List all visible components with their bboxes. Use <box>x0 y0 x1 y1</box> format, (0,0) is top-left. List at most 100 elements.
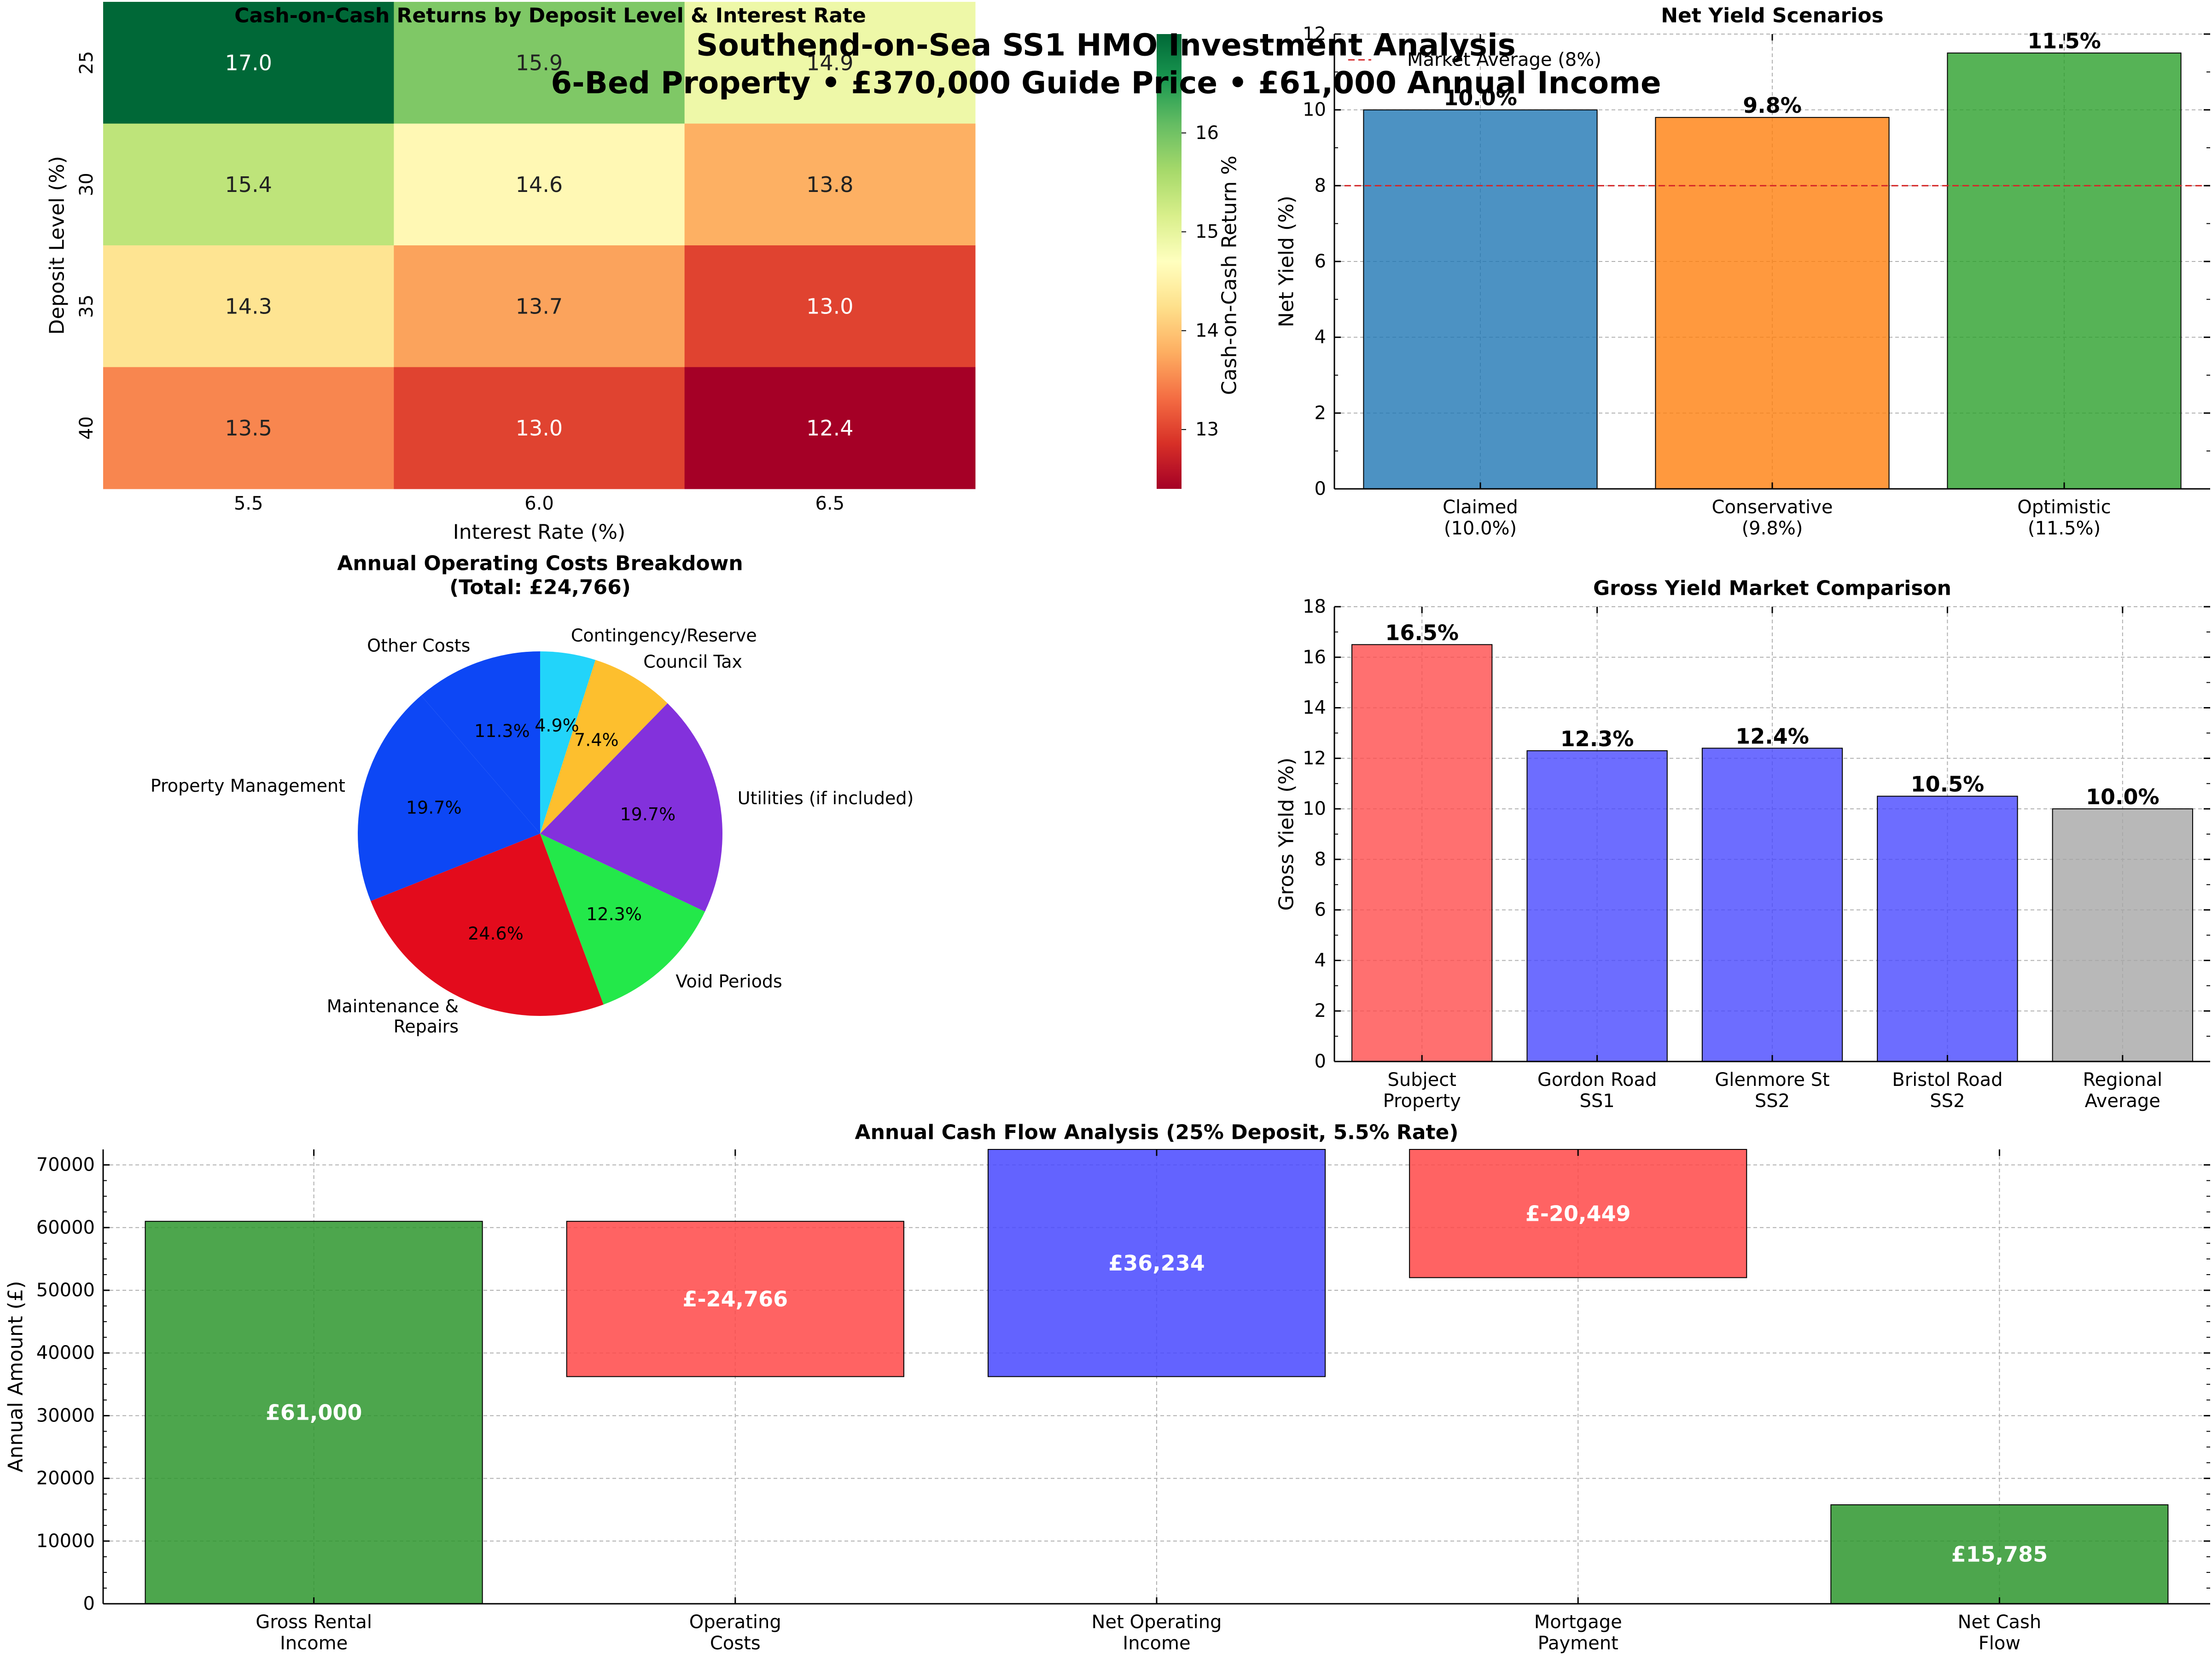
costs-pie-slice <box>540 651 596 834</box>
heatmap-x-tick-label: 6.5 <box>815 493 845 514</box>
cashflow-y-tick-label: 20000 <box>36 1468 95 1489</box>
suptitle-line-2: 6-Bed Property • £370,000 Guide Price • … <box>551 65 1661 101</box>
gross_yield-y-tick-label: 6 <box>1315 899 1326 921</box>
gross_yield-bar <box>1526 750 1668 1062</box>
gross_yield-y-tick-label: 14 <box>1303 697 1326 719</box>
heatmap-y-axis-label: Deposit Level (%) <box>46 156 69 335</box>
heatmap-cell <box>394 367 685 489</box>
heatmap-cell <box>103 367 394 489</box>
costs-pie-slice <box>540 703 722 912</box>
colorbar-tick-label: 16 <box>1195 122 1219 144</box>
cashflow-y-tick-label: 10000 <box>36 1531 95 1552</box>
cashflow-value-label: £-24,766 <box>682 1287 788 1311</box>
heatmap-cell <box>684 123 976 246</box>
net_yield-value-label: 9.8% <box>1743 93 1802 118</box>
heatmap-x-tick-label: 6.0 <box>524 493 554 514</box>
cashflow-x-tick-label-3-line-0: Mortgage <box>1534 1612 1622 1633</box>
heatmap-cell-label: 14.6 <box>516 172 563 197</box>
colorbar <box>1157 34 1182 489</box>
gross_yield-x-tick-label-0-line-0: Subject <box>1387 1069 1456 1091</box>
cashflow-bar <box>566 1221 904 1377</box>
gross_yield-y-tick-label: 4 <box>1315 950 1326 971</box>
costs-pie-slice <box>358 695 540 901</box>
cashflow-x-tick-label-4-line-1: Flow <box>1979 1633 2020 1654</box>
gross_yield-x-tick-label-3-line-0: Bristol Road <box>1892 1069 2002 1091</box>
costs-slice-label-2-line-0: Maintenance & <box>327 996 459 1016</box>
colorbar-label: Cash-on-Cash Return % <box>1218 156 1241 395</box>
suptitle-line-1: Southend-on-Sea SS1 HMO Investment Analy… <box>696 28 1516 63</box>
cashflow-value-label: £36,234 <box>1108 1251 1205 1276</box>
costs-slice-percent: 7.4% <box>574 730 619 750</box>
cashflow-bar <box>145 1221 483 1604</box>
net_yield-bar <box>1947 52 2182 489</box>
gross_yield-value-label: 10.5% <box>1911 772 1985 797</box>
costs-pie-slice <box>540 660 668 834</box>
gross_yield-x-tick-label-4-line-1: Average <box>2085 1091 2160 1112</box>
cashflow-y-tick-label: 30000 <box>36 1405 95 1426</box>
cashflow-bar <box>987 1149 1326 1377</box>
costs-subtitle: (Total: £24,766) <box>449 576 631 599</box>
heatmap-cell-label: 13.8 <box>806 172 853 197</box>
cashflow-y-tick-label: 70000 <box>36 1154 95 1176</box>
heatmap-y-tick-label: 35 <box>76 295 97 318</box>
gross_yield-value-label: 12.3% <box>1560 726 1634 751</box>
colorbar-tick-label: 15 <box>1195 221 1219 243</box>
net_yield-bar <box>1363 109 1598 489</box>
heatmap-cell-label: 12.4 <box>806 416 853 441</box>
gross_yield-y-axis-label: Gross Yield (%) <box>1275 758 1298 911</box>
gross_yield-y-tick-label: 10 <box>1303 798 1326 819</box>
heatmap-cell-label: 13.7 <box>516 294 563 319</box>
gross_yield-x-tick-label-4-line-0: Regional <box>2083 1069 2163 1091</box>
gross_yield-y-tick-label: 2 <box>1315 1000 1326 1021</box>
costs-slice-label: Council Tax <box>643 652 742 672</box>
cashflow-y-tick-label: 40000 <box>36 1342 95 1363</box>
colorbar-tick-label: 13 <box>1195 419 1219 440</box>
cashflow-x-tick-label-1-line-1: Costs <box>710 1633 761 1654</box>
gross_yield-y-tick-label: 16 <box>1303 647 1326 668</box>
costs-pie-slice <box>421 651 540 834</box>
costs-slice-label: Void Periods <box>675 971 782 992</box>
cashflow-bar <box>1409 1149 1747 1278</box>
costs-slice-label: Utilities (if included) <box>738 788 914 808</box>
cashflow-y-tick-label: 50000 <box>36 1280 95 1301</box>
net_yield-x-tick-label-2-line-0: Optimistic <box>2017 497 2111 518</box>
costs-slice-label: Contingency/Reserve <box>571 626 757 646</box>
gross_yield-value-label: 12.4% <box>1735 724 1809 748</box>
costs-title: Annual Operating Costs Breakdown <box>337 552 743 575</box>
costs-panel: 11.3% Other Costs 19.7% Property Management… <box>151 552 914 1037</box>
net_yield-title: Net Yield Scenarios <box>1661 4 1884 28</box>
net_yield-x-tick-label-2-line-1: (11.5%) <box>2028 518 2101 539</box>
net_yield-legend-label: Market Average (8%) <box>1407 49 1601 70</box>
figure-suptitle: Southend-on-Sea SS1 HMO Investment Analy… <box>551 28 1661 101</box>
net_yield-y-tick-label: 12 <box>1303 23 1326 45</box>
gross_yield-x-tick-label-2-line-0: Glenmore St <box>1715 1069 1829 1091</box>
cashflow-bar <box>1830 1504 2169 1605</box>
gross_yield-bar <box>1351 644 1493 1062</box>
gross_yield-x-tick-label-1-line-1: SS1 <box>1579 1091 1614 1112</box>
cashflow-x-tick-label-2-line-1: Income <box>1123 1633 1190 1654</box>
heatmap-cell-label: 15.9 <box>516 50 563 75</box>
cashflow-x-tick-label-1-line-0: Operating <box>689 1612 781 1633</box>
heatmap-cell <box>103 245 394 367</box>
cashflow-value-label: £-20,449 <box>1525 1201 1631 1226</box>
heatmap-cell <box>103 123 394 246</box>
net_yield-x-tick-label-1-line-0: Conservative <box>1712 497 1833 518</box>
costs-slice-label: Other Costs <box>367 636 470 656</box>
gross_yield-y-tick-label: 8 <box>1315 849 1326 870</box>
heatmap-cell <box>103 2 394 124</box>
net_yield-panel: 10.0% Claimed(10.0%) 9.8% Conservative(9.8%… <box>1275 4 2210 539</box>
gross_yield-bar <box>1701 748 1843 1062</box>
heatmap-cell-label: 13.0 <box>516 416 563 441</box>
heatmap-cell <box>394 2 685 124</box>
net_yield-y-axis-label: Net Yield (%) <box>1275 196 1298 327</box>
net_yield-x-tick-label-1-line-1: (9.8%) <box>1742 518 1803 539</box>
gross_yield-x-tick-label-0-line-1: Property <box>1383 1091 1461 1112</box>
gross_yield-bar <box>2052 808 2193 1062</box>
costs-slice-percent: 4.9% <box>535 715 579 736</box>
heatmap-x-axis-label: Interest Rate (%) <box>453 521 626 544</box>
net_yield-value-label: 11.5% <box>2027 29 2101 53</box>
cashflow-x-tick-label-0-line-1: Income <box>280 1633 348 1654</box>
net_yield-value-label: 10.0% <box>1444 86 1517 110</box>
